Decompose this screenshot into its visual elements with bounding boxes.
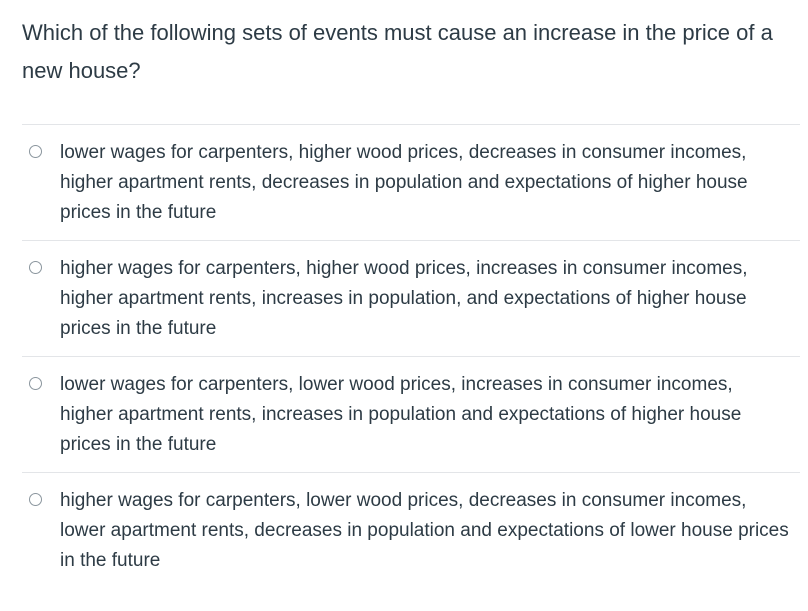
answer-option-3[interactable]: lower wages for carpenters, lower wood p… <box>22 357 800 473</box>
radio-button-icon[interactable] <box>29 377 42 390</box>
answer-option-2[interactable]: higher wages for carpenters, higher wood… <box>22 241 800 357</box>
answer-label[interactable]: lower wages for carpenters, lower wood p… <box>60 374 742 455</box>
answer-list: lower wages for carpenters, higher wood … <box>22 124 800 589</box>
radio-button-icon[interactable] <box>29 261 42 274</box>
radio-button-icon[interactable] <box>29 493 42 506</box>
answer-label[interactable]: lower wages for carpenters, higher wood … <box>60 142 748 223</box>
answer-label[interactable]: higher wages for carpenters, higher wood… <box>60 258 748 339</box>
question-text: Which of the following sets of events mu… <box>22 20 773 83</box>
answer-label[interactable]: higher wages for carpenters, lower wood … <box>60 490 789 571</box>
answer-option-4[interactable]: higher wages for carpenters, lower wood … <box>22 473 800 589</box>
answer-option-1[interactable]: lower wages for carpenters, higher wood … <box>22 125 800 241</box>
radio-button-icon[interactable] <box>29 145 42 158</box>
